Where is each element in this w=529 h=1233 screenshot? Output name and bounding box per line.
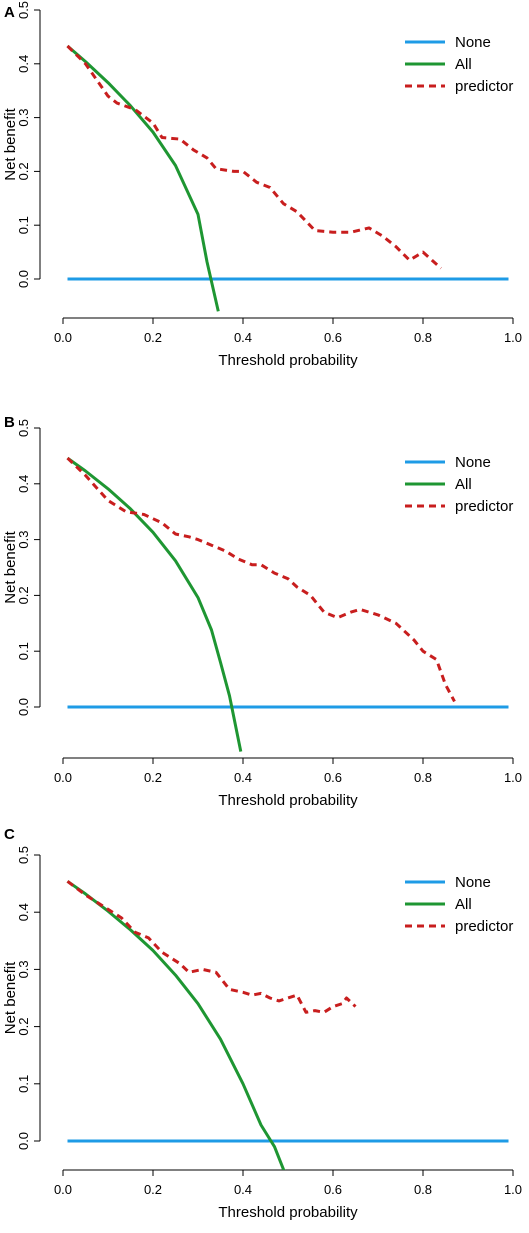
- panel-label: C: [4, 826, 15, 843]
- x-tick-label: 1.0: [504, 1182, 522, 1197]
- chart-panel-B: B 0.0 0.1 0.2 0.3 0.4 0.5 0.0 0.2 0.4 0.6 0.8 1.0 Thr…: [2, 414, 522, 809]
- x-tick-label: 0.0: [54, 770, 72, 785]
- y-tick-label: 0.1: [16, 1075, 31, 1093]
- x-tick-label: 0.8: [414, 1182, 432, 1197]
- y-tick-label: 0.4: [16, 903, 31, 921]
- x-tick-label: 0.8: [414, 770, 432, 785]
- legend-label-none: None: [455, 34, 491, 51]
- x-tick-label: 0.6: [324, 770, 342, 785]
- panel-label: B: [4, 414, 15, 431]
- y-axis-title: Net benefit: [2, 107, 19, 180]
- y-axis-title: Net benefit: [2, 530, 19, 603]
- y-tick-label: 0.4: [16, 55, 31, 73]
- series-line-predictor: [66, 880, 357, 1014]
- x-tick-label: 0.4: [234, 770, 252, 785]
- y-axis-title: Net benefit: [2, 961, 19, 1034]
- legend-label-predictor: predictor: [455, 918, 513, 935]
- y-tick-label: 0.2: [16, 1018, 31, 1036]
- x-tick-label: 0.2: [144, 330, 162, 345]
- y-tick-label: 0.0: [16, 270, 31, 288]
- y-tick-label: 0.1: [16, 642, 31, 660]
- series-line-predictor: [66, 457, 456, 703]
- y-tick-label: 0.2: [16, 586, 31, 604]
- x-tick-label: 0.4: [234, 330, 252, 345]
- x-tick-label: 1.0: [504, 770, 522, 785]
- x-tick-label: 0.0: [54, 330, 72, 345]
- x-tick-label: 0.6: [324, 330, 342, 345]
- legend-label-all: All: [455, 476, 472, 493]
- y-tick-label: 0.3: [16, 109, 31, 127]
- x-tick-label: 1.0: [504, 330, 522, 345]
- series-line-predictor: [66, 44, 442, 270]
- series-line-all: [66, 44, 220, 312]
- y-tick-label: 0.0: [16, 1132, 31, 1150]
- x-axis-title: Threshold probability: [218, 792, 358, 809]
- legend-label-none: None: [455, 874, 491, 891]
- legend-label-all: All: [455, 896, 472, 913]
- series-line-all: [66, 880, 286, 1170]
- y-tick-label: 0.5: [16, 419, 31, 437]
- x-axis-title: Threshold probability: [218, 352, 358, 369]
- x-tick-label: 0.4: [234, 1182, 252, 1197]
- legend-label-predictor: predictor: [455, 78, 513, 95]
- x-tick-label: 0.2: [144, 1182, 162, 1197]
- panel-label: A: [4, 4, 15, 21]
- x-tick-label: 0.2: [144, 770, 162, 785]
- x-tick-label: 0.6: [324, 1182, 342, 1197]
- y-tick-label: 0.2: [16, 162, 31, 180]
- chart-panel-C: C 0.0 0.1 0.2 0.3 0.4 0.5 0.0 0.2 0.4 0.6 0.8 1.0 Thr…: [2, 826, 522, 1221]
- legend-label-none: None: [455, 454, 491, 471]
- x-tick-label: 0.0: [54, 1182, 72, 1197]
- series-line-all: [66, 456, 243, 752]
- legend-label-predictor: predictor: [455, 498, 513, 515]
- legend-label-all: All: [455, 56, 472, 73]
- y-tick-label: 0.5: [16, 1, 31, 19]
- x-tick-label: 0.8: [414, 330, 432, 345]
- y-tick-label: 0.3: [16, 960, 31, 978]
- y-tick-label: 0.4: [16, 475, 31, 493]
- chart-panel-A: A 0.0 0.1 0.2 0.3 0.4 0.5 0.0 0.2 0.4 0.6 0.8 1.0 Thr…: [2, 1, 522, 369]
- y-tick-label: 0.5: [16, 846, 31, 864]
- x-axis-title: Threshold probability: [218, 1204, 358, 1221]
- y-tick-label: 0.3: [16, 531, 31, 549]
- y-tick-label: 0.1: [16, 216, 31, 234]
- y-tick-label: 0.0: [16, 698, 31, 716]
